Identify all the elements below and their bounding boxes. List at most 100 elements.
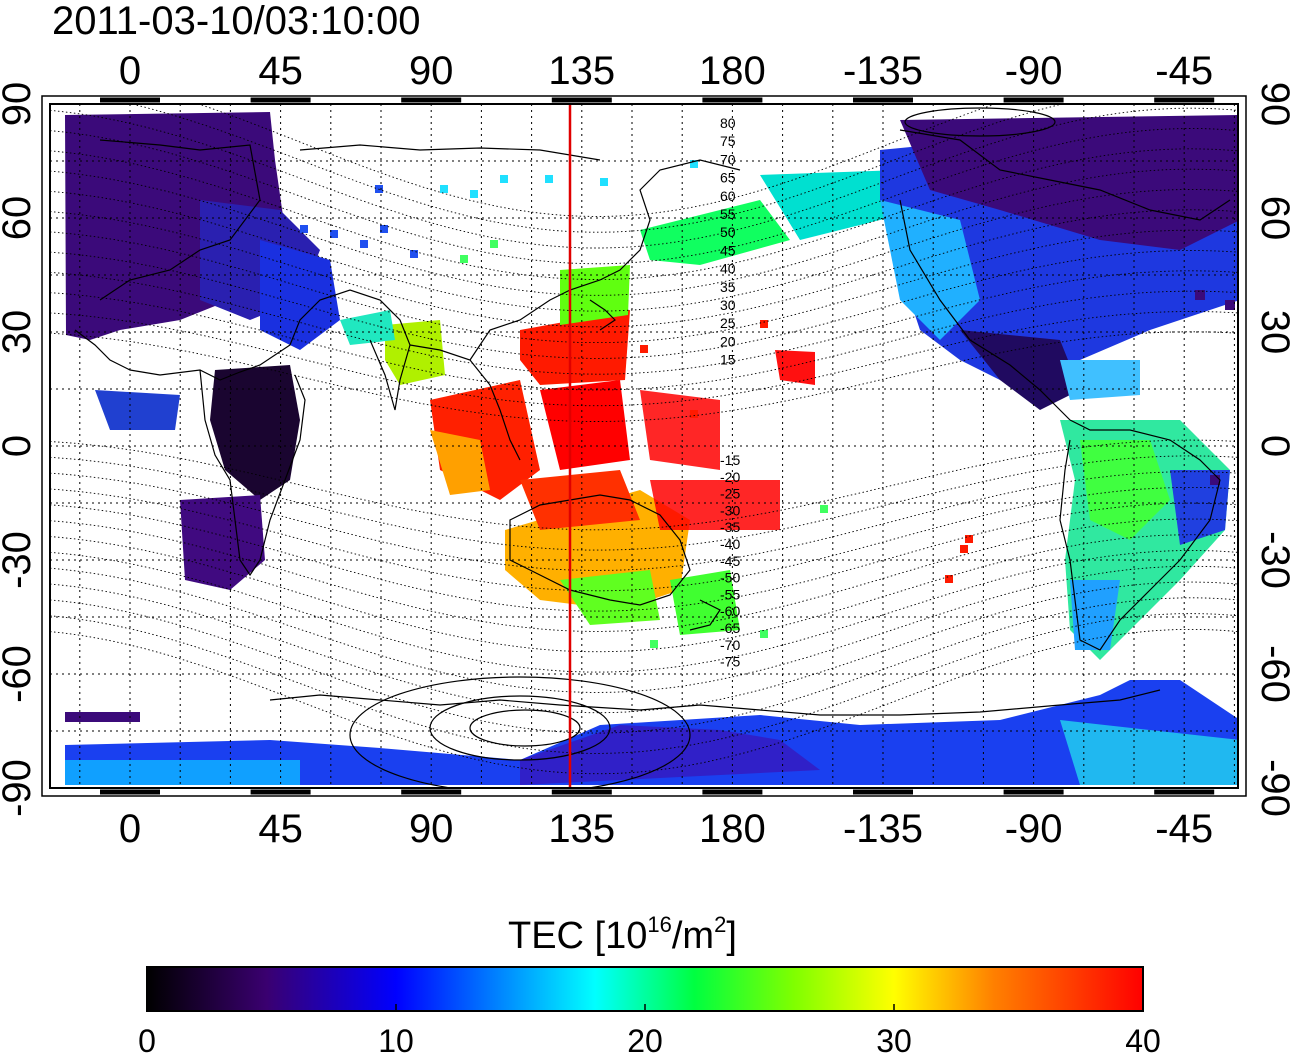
magnetic-latitude-line bbox=[50, 250, 1238, 359]
magnetic-latitude-line bbox=[50, 128, 1238, 265]
colorbar-tick-label: 40 bbox=[1125, 1023, 1161, 1057]
plot-area: 80 75 70 65 60 55 50 45 40 35 30 25 20 15 -15-20-25-30… bbox=[41, 95, 1247, 797]
colorbar-title: TEC [1016/m2] bbox=[508, 912, 737, 957]
x-tick-label: 180 bbox=[699, 807, 766, 851]
magnetic-latitude-line bbox=[50, 311, 1238, 407]
x-ticks-bottom: 0 45 90 135 180 -135 -90 -45 bbox=[119, 807, 1213, 851]
x-ticks-top: 0 45 90 135 180 -135 -90 -45 bbox=[119, 49, 1213, 93]
magnetic-latitude-label: 30 bbox=[720, 297, 736, 313]
y-tick-label: 0 bbox=[1253, 435, 1292, 457]
magnetic-latitude-label: -30 bbox=[720, 502, 740, 518]
x-tick-label: -135 bbox=[843, 807, 923, 851]
y-tick-label: 30 bbox=[0, 310, 39, 355]
magnetic-latitude-labels: 80 75 70 65 60 55 50 45 40 35 30 25 20 15 -15-20-25-30… bbox=[720, 115, 740, 670]
magnetic-latitude-label: 35 bbox=[720, 279, 736, 295]
colorbar-tick-label: 20 bbox=[627, 1023, 663, 1057]
magnetic-latitude-line bbox=[50, 502, 1238, 612]
magnetic-latitude-line bbox=[50, 486, 1238, 592]
y-tick-label: -60 bbox=[1253, 645, 1292, 703]
magnetic-pole-contour bbox=[904, 107, 1056, 137]
magnetic-latitude-label: -40 bbox=[720, 536, 740, 552]
colorbar-tick-label: 30 bbox=[876, 1023, 912, 1057]
magnetic-latitude-label: 25 bbox=[720, 315, 736, 331]
y-tick-label: -60 bbox=[0, 645, 39, 703]
magnetic-latitude-label: -50 bbox=[720, 570, 740, 586]
y-tick-label: 60 bbox=[0, 196, 39, 241]
magnetic-latitude-line bbox=[50, 290, 1238, 391]
x-tick-label: 135 bbox=[548, 807, 615, 851]
magnetic-latitude-label: 75 bbox=[720, 133, 736, 149]
x-tick-label: 90 bbox=[409, 49, 454, 93]
magnetic-latitude-line bbox=[50, 628, 1238, 775]
magnetic-latitude-line bbox=[50, 613, 1238, 754]
magnetic-latitude-line bbox=[50, 455, 1238, 551]
magnetic-latitude-line bbox=[50, 597, 1238, 734]
y-tick-label: 60 bbox=[1253, 196, 1292, 241]
coastlines bbox=[74, 129, 1231, 747]
y-tick-label: -30 bbox=[0, 531, 39, 589]
colorbar-tick-label: 10 bbox=[378, 1023, 414, 1057]
magnetic-latitude-line bbox=[50, 565, 1238, 693]
x-tick-label: -45 bbox=[1155, 807, 1213, 851]
magnetic-latitude-label: 20 bbox=[720, 333, 736, 349]
magnetic-latitude-line bbox=[50, 471, 1238, 571]
magnetic-latitude-label: -60 bbox=[720, 603, 740, 619]
magnetic-latitude-line bbox=[50, 439, 1238, 531]
x-tick-label: 45 bbox=[258, 49, 303, 93]
timestamp-title: 2011-03-10/03:10:00 bbox=[52, 0, 420, 43]
y-ticks-right: 90 60 30 0 -30 -60 -90 bbox=[1253, 82, 1292, 817]
y-tick-label: 90 bbox=[1253, 82, 1292, 127]
colorbar bbox=[146, 966, 1144, 1012]
plot-frame bbox=[49, 103, 1239, 789]
magnetic-latitude-label: 65 bbox=[720, 170, 736, 186]
magnetic-latitude-label: 45 bbox=[720, 242, 736, 258]
magnetic-latitude-line bbox=[197, 104, 997, 217]
magnetic-latitude-label: 55 bbox=[720, 206, 736, 222]
y-tick-label: 0 bbox=[0, 435, 39, 457]
magnetic-latitude-label: 40 bbox=[720, 261, 736, 277]
magnetic-latitude-line bbox=[129, 104, 1065, 233]
x-tick-label: -90 bbox=[1005, 49, 1063, 93]
magnetic-latitude-label: -35 bbox=[720, 519, 740, 535]
magnetic-latitude-label: -20 bbox=[720, 469, 740, 485]
magnetic-latitude-line bbox=[50, 331, 1238, 422]
magnetic-latitude-label: 15 bbox=[720, 352, 736, 368]
x-tick-label: 0 bbox=[119, 807, 141, 851]
x-tick-label: 90 bbox=[409, 807, 454, 851]
magnetic-pole-contour bbox=[429, 695, 611, 761]
y-tick-label: -90 bbox=[0, 759, 39, 817]
y-ticks-left: 90 60 30 0 -30 -60 -90 bbox=[0, 82, 39, 817]
x-tick-label: 135 bbox=[548, 49, 615, 93]
magnetic-latitude-line bbox=[50, 107, 1238, 249]
magnetic-latitude-line bbox=[50, 270, 1238, 375]
y-tick-label: 30 bbox=[1253, 310, 1292, 355]
magnetic-latitude-label: -55 bbox=[720, 586, 740, 602]
magnetic-latitude-line bbox=[50, 550, 1238, 673]
magnetic-latitude-label: -15 bbox=[720, 452, 740, 468]
x-tick-label: 0 bbox=[119, 49, 141, 93]
magnetic-latitude-label: 50 bbox=[720, 224, 736, 240]
magnetic-latitude-line bbox=[50, 534, 1238, 653]
y-tick-label: -30 bbox=[1253, 531, 1292, 589]
x-tick-label: -90 bbox=[1005, 807, 1063, 851]
colorbar-tick-label: 0 bbox=[138, 1023, 156, 1057]
plot-frame-outer bbox=[41, 95, 1247, 797]
x-tick-label: -135 bbox=[843, 49, 923, 93]
magnetic-latitude-label: -65 bbox=[720, 620, 740, 636]
magnetic-latitude-label: -25 bbox=[720, 486, 740, 502]
x-tick-label: 45 bbox=[258, 807, 303, 851]
x-tick-label: 180 bbox=[699, 49, 766, 93]
magnetic-latitude-line bbox=[50, 189, 1238, 312]
frame-ticks bbox=[100, 97, 1215, 795]
magnetic-latitude-lines bbox=[50, 104, 1238, 788]
colorbar-ticks: 0 10 20 30 40 bbox=[138, 1004, 1161, 1057]
magnetic-latitude-label: 70 bbox=[720, 151, 736, 167]
magnetic-latitude-line bbox=[50, 168, 1238, 296]
magnetic-latitude-label: -45 bbox=[720, 553, 740, 569]
magnetic-latitude-label: -75 bbox=[720, 654, 740, 670]
magnetic-latitude-label: 60 bbox=[720, 188, 736, 204]
magnetic-latitude-label: -70 bbox=[720, 637, 740, 653]
magnetic-latitude-label: 80 bbox=[720, 115, 736, 131]
y-tick-label: 90 bbox=[0, 82, 39, 127]
